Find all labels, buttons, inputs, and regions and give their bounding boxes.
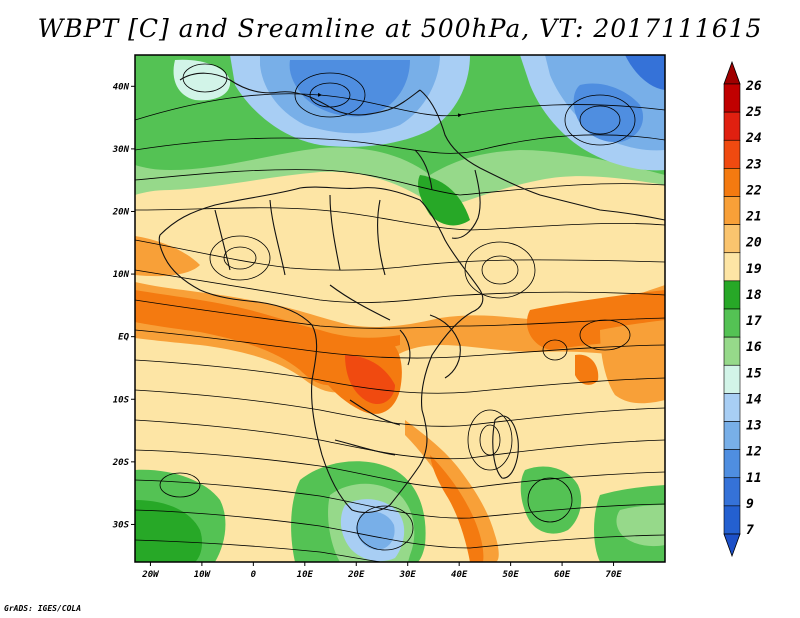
lat-tick-label: 30N: [112, 145, 130, 155]
colorbar-label: 11: [746, 471, 762, 486]
lat-tick-label: 10N: [113, 270, 130, 280]
footer-credit: GrADS: IGES/COLA: [4, 604, 82, 613]
colorbar-swatch: [723, 505, 741, 535]
colorbar-label: 21: [745, 210, 762, 225]
colorbar-label: 7: [746, 523, 754, 538]
lat-tick-label: 10S: [113, 395, 130, 405]
colorbar-swatch: [723, 336, 741, 366]
lat-tick-label: 30S: [112, 520, 130, 530]
colorbar-swatch: [723, 280, 741, 310]
colorbar-label: 15: [746, 366, 762, 381]
latitude-axis: 40N 30N 20N 10N EQ 10S 20S 30S: [112, 82, 135, 530]
lat-tick-label: 20N: [112, 207, 130, 217]
colorbar-label: 14: [746, 392, 762, 407]
colorbar-swatch: [723, 393, 741, 422]
lon-tick-label: 30E: [399, 570, 417, 580]
colorbar-swatch-top: [723, 60, 741, 85]
colorbar-swatch: [723, 449, 741, 479]
colorbar-swatch: [723, 252, 741, 282]
lon-tick-label: 70E: [605, 570, 622, 580]
colorbar-label: 23: [745, 157, 762, 172]
colorbar-swatch: [723, 477, 741, 507]
colorbar: 26 25 24 23 22 21 20 19 18 17 16 15 14 13 12 11 9 7: [723, 60, 762, 558]
colorbar-swatch: [723, 196, 741, 225]
colorbar-label: 26: [745, 79, 762, 94]
colorbar-label: 24: [745, 131, 762, 146]
lon-tick-label: 20E: [347, 570, 365, 580]
colorbar-swatch: [723, 83, 741, 113]
colorbar-swatch: [723, 111, 741, 141]
colorbar-label: 9: [746, 497, 754, 512]
lon-tick-label: 10E: [297, 570, 314, 580]
colorbar-swatch: [723, 364, 741, 394]
colorbar-swatch: [723, 224, 741, 254]
colorbar-label: 16: [746, 340, 762, 355]
longitude-axis: 20W 10W 0 10E 20E 30E 40E 50E 60E 70E: [141, 562, 622, 580]
colorbar-label: 22: [745, 183, 762, 198]
colorbar-label: 17: [746, 314, 762, 329]
colorbar-label: 20: [745, 236, 762, 251]
lat-tick-label: 20S: [112, 458, 130, 468]
lon-tick-label: 0: [251, 570, 257, 580]
map-frame: [134, 54, 666, 563]
colorbar-label: 13: [746, 419, 762, 434]
colorbar-swatch-bottom: [723, 533, 741, 558]
lon-tick-label: 60E: [554, 570, 571, 580]
colorbar-label: 12: [746, 445, 762, 460]
colorbar-label: 19: [746, 262, 762, 277]
map-title: WBPT [C] and Sreamline at 500hPa, VT: 20…: [37, 14, 763, 43]
colorbar-swatch: [723, 168, 741, 197]
lat-tick-label: EQ: [118, 333, 129, 343]
wbpt-field: [135, 55, 665, 562]
colorbar-swatch: [723, 421, 741, 450]
lon-tick-label: 10W: [194, 570, 212, 580]
colorbar-label: 25: [745, 105, 762, 120]
lon-tick-label: 50E: [502, 570, 519, 580]
colorbar-swatch: [723, 139, 741, 169]
coastlines: [158, 72, 665, 514]
colorbar-swatch: [723, 308, 741, 338]
colorbar-label: 18: [746, 288, 762, 303]
lon-tick-label: 20W: [141, 570, 160, 580]
lon-tick-label: 40E: [451, 570, 468, 580]
lat-tick-label: 40N: [113, 82, 130, 92]
streamlines: [135, 63, 665, 562]
